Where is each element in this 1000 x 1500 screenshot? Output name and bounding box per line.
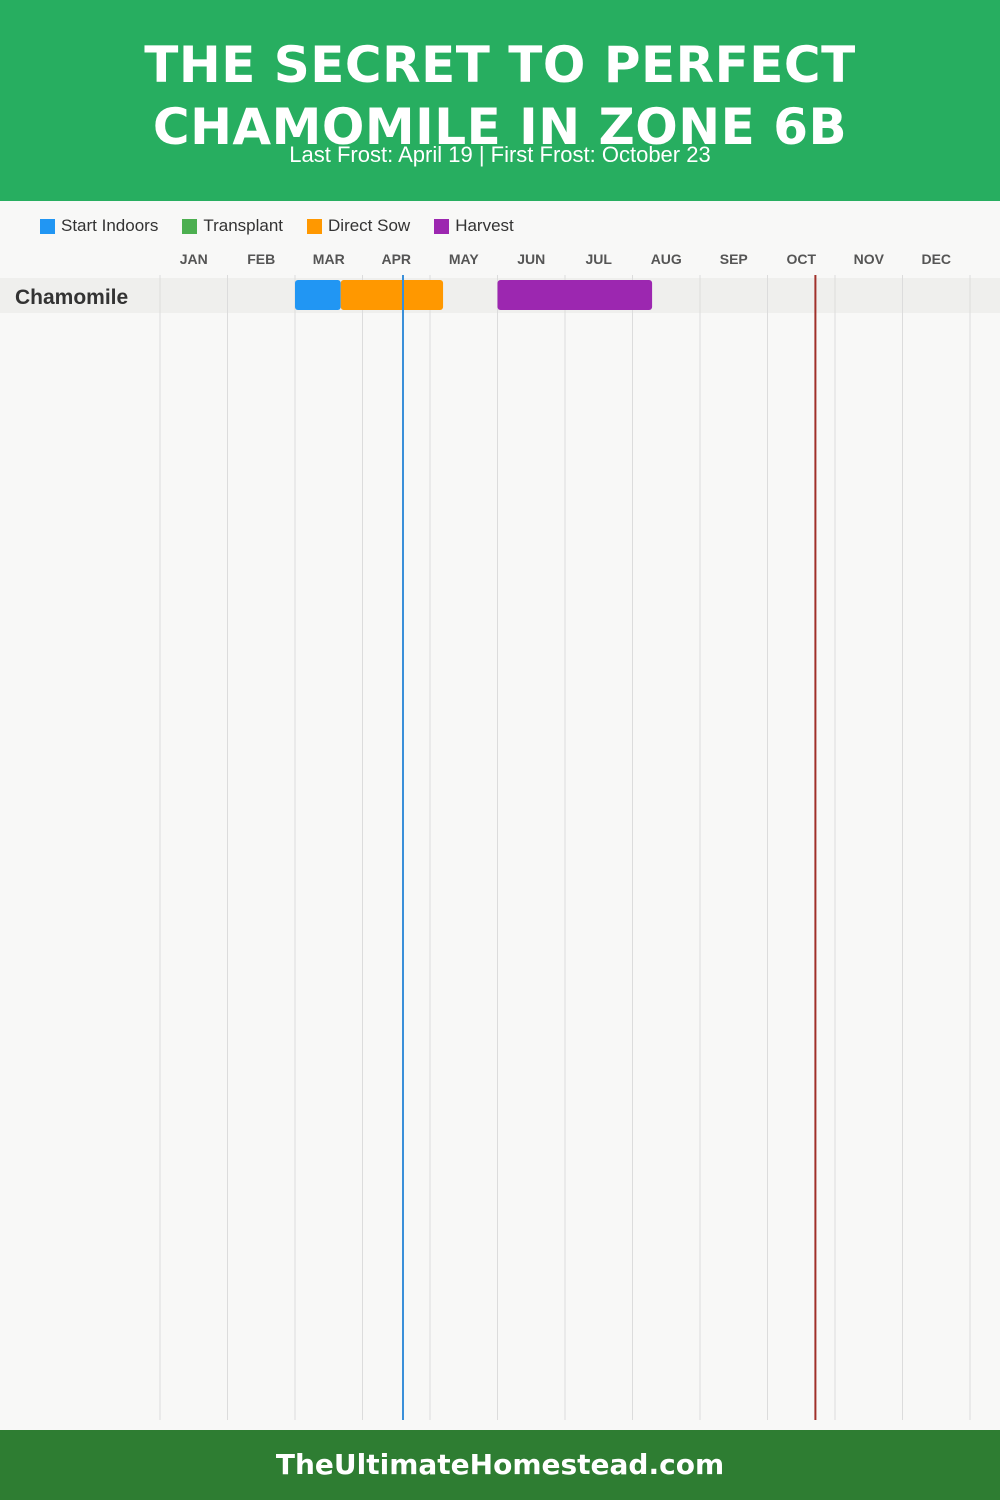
legend-item: Harvest [434,216,514,236]
planting-calendar-chart: JAN FEB MAR APR MAY JUN JUL AUG SEP OCT NOV DEC Cham… [0,251,1000,1420]
month-label: AUG [651,251,682,267]
site-name[interactable]: TheUltimateHomestead.com [275,1448,725,1481]
legend: Start Indoors Transplant Direct Sow Harvest [40,214,538,238]
legend-label: Start Indoors [61,216,159,235]
legend-item: Transplant [182,216,283,236]
month-label: FEB [247,251,275,267]
legend-swatch [434,218,450,234]
legend-item: Direct Sow [307,216,410,236]
phase-bar-harvest [497,280,653,310]
legend-swatch [40,218,55,234]
phase-bar-direct-sow [340,280,444,310]
legend-item: Start Indoors [40,216,158,236]
legend-label: Harvest [455,216,514,235]
legend-swatch [182,218,198,234]
legend-label: Direct Sow [328,216,411,235]
phase-bar-start-indoors [295,280,341,310]
header-banner: THE SECRET TO PERFECT CHAMOMILE IN ZONE 6… [0,0,1000,201]
month-label: SEP [720,251,748,267]
plant-name: Chamomile [15,286,128,309]
month-label: JAN [180,251,208,267]
month-label: MAY [449,251,479,267]
page-title: THE SECRET TO PERFECT CHAMOMILE IN ZONE 6… [0,34,1000,158]
month-label: JUN [517,251,545,267]
month-label: MAR [313,251,345,267]
month-label: APR [381,251,411,267]
legend-swatch [307,218,323,234]
legend-label: Transplant [203,216,284,235]
footer-banner: TheUltimateHomestead.com [0,1430,1000,1500]
month-label: JUL [586,251,613,267]
page-title-line: CHAMOMILE IN ZONE 6B [152,98,848,156]
month-label: OCT [786,251,816,267]
page-title-line: THE SECRET TO PERFECT [144,36,856,94]
month-label: NOV [854,251,885,267]
frost-dates-subtitle: Last Frost: April 19 | First Frost: Octo… [289,142,711,167]
month-label: DEC [921,251,951,267]
